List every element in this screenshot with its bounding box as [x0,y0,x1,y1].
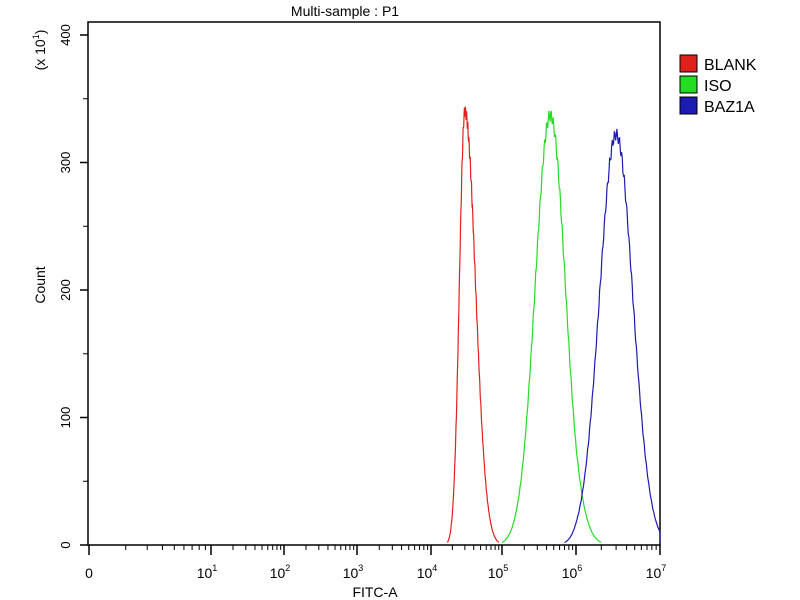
legend-swatch [679,75,698,94]
y-axis: 0 100 200 300 400 [58,24,88,549]
x-tick-label: 106 [562,563,583,581]
legend-swatch [679,54,698,73]
x-tick-label: 103 [343,563,364,581]
series-curve-baz1a [564,128,661,544]
plot-frame [87,21,661,546]
series-curve-blank [446,106,500,543]
y-tick-label: 100 [58,407,73,429]
series-curve-iso [501,110,602,543]
x-tick-label: 102 [270,563,291,581]
y-tick-label: 300 [58,152,73,174]
x-tick-label: 107 [646,563,667,581]
y-tick-label: 0 [58,541,73,548]
histogram-curves [446,106,661,544]
x-axis-label: FITC-A [352,584,398,600]
legend-label: BLANK [704,57,757,74]
x-tick-label: 0 [85,565,93,581]
x-tick-label: 105 [488,563,509,581]
legend-label: ISO [704,78,732,95]
y-multiplier-label: (x 101) [31,30,48,71]
x-axis: 0 101 102 103 104 105 106 107 [85,545,666,581]
chart-title: Multi-sample : P1 [291,3,399,19]
x-tick-label: 101 [197,563,218,581]
y-tick-label: 200 [58,279,73,301]
y-axis-label: Count [32,266,48,303]
legend: BLANK ISO BAZ1A [679,54,757,116]
x-tick-label: 104 [417,563,438,581]
legend-label: BAZ1A [704,99,755,116]
y-tick-label: 400 [58,24,73,46]
legend-swatch [679,96,698,115]
